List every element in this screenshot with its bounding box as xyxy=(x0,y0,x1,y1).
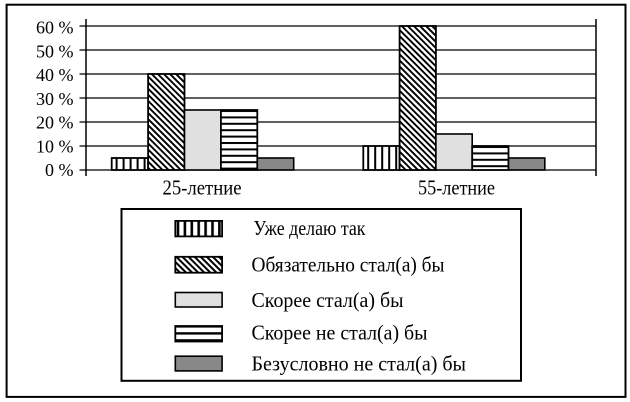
svg-text:55-летние: 55-летние xyxy=(418,176,495,200)
svg-text:Скорее стал(а) бы: Скорее стал(а) бы xyxy=(252,288,404,312)
svg-text:20 %: 20 % xyxy=(36,113,74,133)
svg-text:50 %: 50 % xyxy=(36,41,74,61)
svg-text:0 %: 0 % xyxy=(45,160,74,180)
svg-text:Обязательно стал(а) бы: Обязательно стал(а) бы xyxy=(252,252,445,276)
svg-text:Скорее не стал(а) бы: Скорее не стал(а) бы xyxy=(252,321,428,345)
svg-text:40 %: 40 % xyxy=(36,65,74,85)
svg-text:30 %: 30 % xyxy=(36,89,74,109)
svg-text:25-летние: 25-летние xyxy=(163,176,242,200)
svg-text:60 %: 60 % xyxy=(36,18,74,38)
svg-text:10 %: 10 % xyxy=(36,136,74,156)
svg-text:Безусловно не стал(а) бы: Безусловно не стал(а) бы xyxy=(252,352,467,376)
svg-text:Уже делаю так: Уже делаю так xyxy=(254,216,367,240)
